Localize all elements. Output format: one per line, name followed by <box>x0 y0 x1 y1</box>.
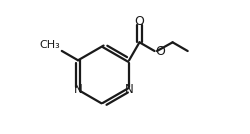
Text: N: N <box>125 83 134 96</box>
Text: O: O <box>134 15 144 28</box>
Text: N: N <box>74 83 82 96</box>
Text: CH₃: CH₃ <box>39 40 60 50</box>
Text: O: O <box>155 44 165 57</box>
